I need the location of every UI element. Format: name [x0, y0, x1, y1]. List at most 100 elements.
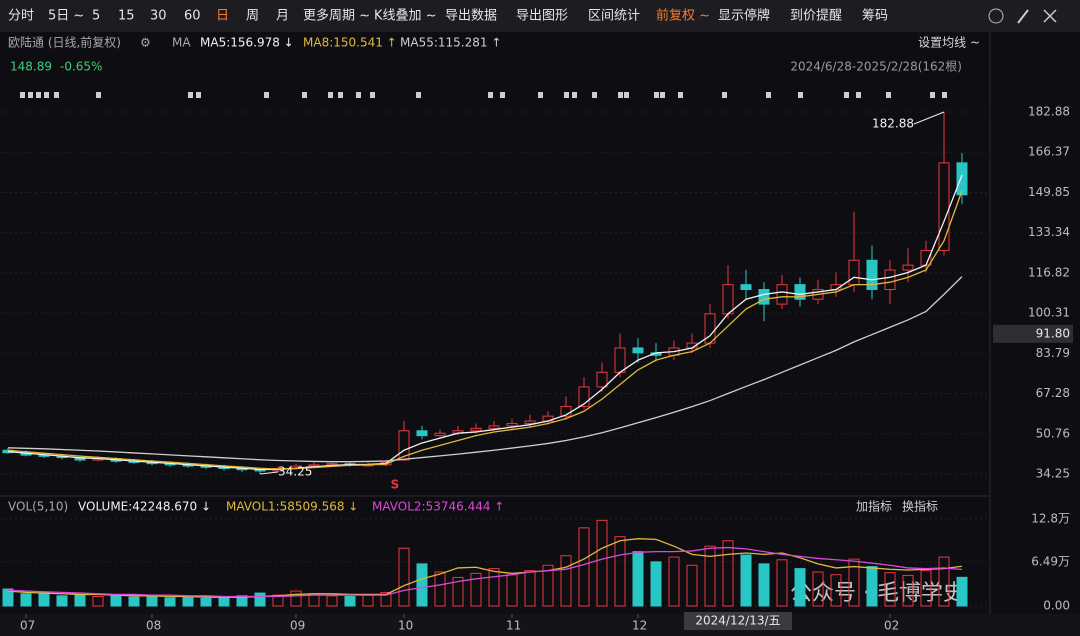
toolbar-item[interactable]: 分时: [8, 9, 34, 24]
x-tick-label: 09: [290, 619, 305, 633]
event-icon[interactable]: [96, 92, 101, 98]
candle-body: [776, 284, 788, 305]
event-icon[interactable]: [886, 92, 891, 98]
y-tick-label: 116.82: [1028, 265, 1070, 279]
vol-tick-label: 6.49万: [1031, 554, 1070, 568]
ma8-value: MA8:150.541 ↑: [303, 36, 397, 50]
event-icon[interactable]: [302, 92, 307, 98]
event-icon[interactable]: [856, 92, 861, 98]
volume-bar: [254, 592, 266, 607]
candle-body: [614, 347, 626, 373]
volume-bar: [542, 564, 554, 607]
event-icon[interactable]: [572, 92, 577, 98]
volume-bar: [956, 576, 968, 607]
toolbar-item[interactable]: 显示停牌: [718, 8, 770, 24]
toolbar-item[interactable]: 60: [184, 9, 201, 24]
event-icon[interactable]: [20, 92, 25, 98]
icon-down[interactable]: [988, 8, 1004, 24]
event-icon[interactable]: [370, 92, 375, 98]
event-icon[interactable]: [844, 92, 849, 98]
y-tick-label: 50.76: [1036, 426, 1070, 440]
candle-body: [488, 425, 500, 429]
y-tick-label: 149.85: [1028, 185, 1070, 199]
event-icon[interactable]: [592, 92, 597, 98]
toolbar-item[interactable]: 筹码: [862, 8, 888, 24]
event-icon[interactable]: [44, 92, 49, 98]
event-icon[interactable]: [678, 92, 683, 98]
candle-body: [578, 386, 590, 407]
event-icon[interactable]: [942, 92, 947, 98]
toolbar-item[interactable]: 更多周期 ~: [303, 8, 370, 24]
add-indicator[interactable]: 加指标: [856, 499, 892, 514]
event-icon[interactable]: [538, 92, 543, 98]
switch-indicator[interactable]: 换指标: [902, 499, 938, 514]
x-tick-label: 02: [884, 619, 899, 633]
toolbar-item[interactable]: 30: [150, 9, 167, 24]
candle-body: [758, 289, 770, 305]
event-icon[interactable]: [54, 92, 59, 98]
event-icon[interactable]: [766, 92, 771, 98]
volume-bar: [596, 519, 608, 607]
volume-bar: [200, 598, 212, 607]
event-icon[interactable]: [36, 92, 41, 98]
volume-bar: [146, 595, 158, 607]
toolbar-item[interactable]: 5: [92, 9, 100, 24]
volume-bar: [668, 556, 680, 607]
toolbar-item[interactable]: 导出数据: [445, 9, 497, 24]
event-icon[interactable]: [188, 92, 193, 98]
volume-bar: [182, 595, 194, 607]
toolbar-item[interactable]: 区间统计: [588, 9, 640, 24]
event-icon[interactable]: [624, 92, 629, 98]
event-icon[interactable]: [356, 92, 361, 98]
volume-bar: [920, 570, 932, 607]
vol-value: VOLUME:42248.670 ↓: [78, 500, 211, 514]
ma-line: [7, 276, 963, 463]
vol-name: VOL(5,10): [8, 500, 68, 514]
event-icon[interactable]: [564, 92, 569, 98]
icon-brush[interactable]: [1017, 9, 1029, 24]
event-icon[interactable]: [660, 92, 665, 98]
gear-icon[interactable]: ⚙: [140, 36, 151, 50]
event-icon[interactable]: [618, 92, 623, 98]
toolbar-item[interactable]: 5日 ~: [48, 9, 84, 24]
event-icon[interactable]: [328, 92, 333, 98]
event-icon[interactable]: [264, 92, 269, 98]
event-icon[interactable]: [196, 92, 201, 98]
event-icon[interactable]: [500, 92, 505, 98]
candle-body: [722, 284, 734, 315]
x-tick-label: 12: [632, 619, 647, 633]
volume-bar: [362, 594, 374, 607]
candle-body: [506, 422, 518, 427]
volume-bar: [578, 527, 590, 607]
event-icon[interactable]: [930, 92, 935, 98]
date-range: 2024/6/28-2025/2/28(162根): [790, 60, 962, 74]
event-icon[interactable]: [722, 92, 727, 98]
event-icon[interactable]: [338, 92, 343, 98]
ma-line: [7, 174, 963, 471]
event-icon[interactable]: [798, 92, 803, 98]
crosshair-price: 91.80: [1036, 326, 1070, 340]
y-tick-label: 182.88: [1028, 105, 1070, 119]
toolbar-item[interactable]: 月: [276, 9, 289, 24]
event-icon[interactable]: [488, 92, 493, 98]
volume-bar: [290, 590, 302, 607]
annotation: 182.88: [872, 117, 914, 131]
toolbar-item[interactable]: 日: [216, 9, 229, 24]
toolbar-item[interactable]: 前复权 ~: [656, 8, 710, 24]
volume-bar: [218, 596, 230, 607]
toolbar-item[interactable]: K线叠加 ~: [374, 9, 437, 24]
icon-expand[interactable]: [1043, 9, 1057, 23]
event-icon[interactable]: [416, 92, 421, 98]
toolbar-item[interactable]: 周: [246, 9, 259, 24]
ma-settings[interactable]: 设置均线 ~: [918, 36, 980, 50]
ma55-value: MA55:115.281 ↑: [400, 36, 501, 50]
event-icon[interactable]: [654, 92, 659, 98]
volume-bar: [452, 576, 464, 607]
toolbar-item[interactable]: 到价提醒: [790, 8, 842, 24]
toolbar-item[interactable]: 15: [118, 9, 135, 24]
volume-bar: [236, 595, 248, 607]
volume-bar: [650, 561, 662, 607]
volume-bar: [2, 588, 14, 607]
toolbar-item[interactable]: 导出图形: [516, 9, 568, 24]
event-icon[interactable]: [28, 92, 33, 98]
